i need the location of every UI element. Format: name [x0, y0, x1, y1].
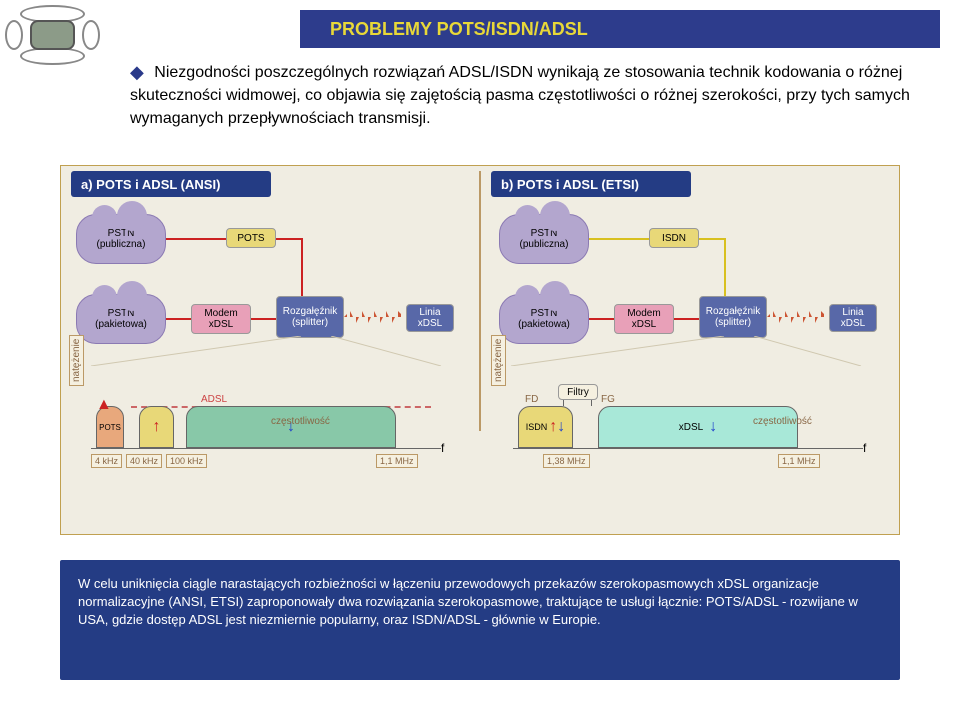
connector — [166, 318, 191, 320]
arrow-down-icon: ↓ — [557, 418, 565, 436]
y-axis-label: natężenie — [491, 335, 506, 386]
pots-box: POTS — [226, 228, 276, 248]
footer-text: W celu uniknięcia ciągle narastających r… — [78, 576, 858, 627]
linia-box-right: Linia xDSL — [829, 304, 877, 332]
fd-label: FD — [525, 394, 538, 405]
logo — [5, 5, 100, 65]
splitter-box-left: Rozgałęźnik (splitter) — [276, 296, 344, 338]
tick: 1,1 MHz — [376, 454, 418, 468]
label: Rozgałęźnik (splitter) — [700, 306, 766, 328]
tick: 40 kHz — [126, 454, 162, 468]
cloud-pstn-pub-left: PSTN (publiczna) — [76, 214, 166, 264]
slide-title: PROBLEMY POTS/ISDN/ADSL — [330, 19, 588, 40]
x-axis — [513, 448, 863, 449]
arrow-down-icon: ↓ — [709, 418, 717, 436]
fd-line — [563, 400, 564, 406]
slide-title-bar: PROBLEMY POTS/ISDN/ADSL — [300, 10, 940, 48]
tick: 100 kHz — [166, 454, 207, 468]
cloud-sublabel: (pakietowa) — [95, 319, 147, 330]
label: Rozgałęźnik (splitter) — [277, 306, 343, 328]
cloud-label: PSTN — [531, 308, 558, 319]
label: POTS — [237, 233, 264, 244]
connector-v — [301, 238, 303, 296]
label: Filtry — [567, 387, 589, 398]
xdsl-spectrum-block: xDSL ↓ — [598, 406, 798, 448]
diagram-container: a) POTS i ADSL (ANSI) PSTN (publiczna) P… — [60, 165, 900, 535]
spectrum-right: natężenie Filtry FD FG ISDN ↑↓ xDSL ↓ f … — [493, 356, 893, 476]
panel-b-header: b) POTS i ADSL (ETSI) — [491, 171, 691, 197]
panel-b-title: b) POTS i ADSL (ETSI) — [501, 177, 639, 192]
linia-box-left: Linia xDSL — [406, 304, 454, 332]
label: ISDN — [662, 233, 686, 244]
adsl-label: ADSL — [201, 394, 227, 405]
connector — [699, 238, 726, 240]
cloud-sublabel: (publiczna) — [97, 239, 146, 250]
cloud-sublabel: (pakietowa) — [518, 319, 570, 330]
label: Linia xDSL — [830, 307, 876, 329]
connector — [166, 238, 226, 240]
label: ISDN — [526, 422, 548, 432]
cloud-sublabel: (publiczna) — [520, 239, 569, 250]
y-axis-label: natężenie — [69, 335, 84, 386]
cloud-label: PSTN — [108, 308, 135, 319]
x-axis-label: częstotliwość — [753, 416, 812, 427]
connector — [674, 318, 699, 320]
filtry-box: Filtry — [558, 384, 598, 400]
panel-a-title: a) POTS i ADSL (ANSI) — [81, 177, 220, 192]
helix-line — [767, 311, 827, 323]
splitter-box-right: Rozgałęźnik (splitter) — [699, 296, 767, 338]
connector — [251, 318, 276, 320]
x-axis-label: częstotliwość — [271, 416, 330, 427]
label: POTS — [99, 423, 121, 432]
spectrum-left: natężenie ADSL POTS ▲ ↑ ↓ f częstotliwoś… — [71, 356, 471, 476]
connector — [589, 238, 649, 240]
label: Modem xDSL — [615, 308, 673, 330]
down-spectrum-block: ↓ — [186, 406, 396, 448]
label: xDSL — [679, 422, 703, 433]
label: Linia xDSL — [407, 307, 453, 329]
f-label: f — [863, 441, 866, 455]
modem-box-right: Modem xDSL — [614, 304, 674, 334]
isdn-box: ISDN — [649, 228, 699, 248]
f-label: f — [441, 441, 444, 455]
footer-note: W celu uniknięcia ciągle narastających r… — [60, 560, 900, 680]
panel-divider — [479, 171, 481, 431]
cloud-pstn-pak-left: PSTN (pakietowa) — [76, 294, 166, 344]
modem-box-left: Modem xDSL — [191, 304, 251, 334]
arrow-up-icon: ↑ — [153, 418, 161, 436]
connector-v — [724, 238, 726, 296]
up-spectrum-block: ↑ — [139, 406, 174, 448]
cloud-pstn-pub-right: PSTN (publiczna) — [499, 214, 589, 264]
cloud-pstn-pak-right: PSTN (pakietowa) — [499, 294, 589, 344]
triangle-icon: ▲ — [96, 396, 112, 414]
tick: 1,38 MHz — [543, 454, 590, 468]
fg-line — [591, 400, 592, 406]
connector — [276, 238, 303, 240]
tick: 4 kHz — [91, 454, 122, 468]
arrow-up-icon: ↑ — [549, 418, 557, 436]
connector — [589, 318, 614, 320]
body-paragraph: ◆ Niezgodności poszczególnych rozwiązań … — [130, 60, 930, 130]
body-text-content: Niezgodności poszczególnych rozwiązań AD… — [130, 64, 910, 127]
bullet-icon: ◆ — [130, 62, 144, 82]
tick: 1,1 MHz — [778, 454, 820, 468]
x-axis — [91, 448, 441, 449]
helix-line — [344, 311, 404, 323]
cloud-label: PSTN — [108, 228, 135, 239]
cloud-label: PSTN — [531, 228, 558, 239]
fg-label: FG — [601, 394, 615, 405]
panel-a-header: a) POTS i ADSL (ANSI) — [71, 171, 271, 197]
label: Modem xDSL — [192, 308, 250, 330]
isdn-spectrum-block: ISDN ↑↓ — [518, 406, 573, 448]
